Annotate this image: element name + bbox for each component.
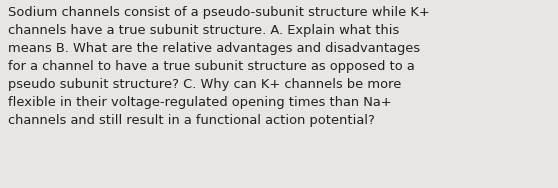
Text: Sodium channels consist of a pseudo-subunit structure while K+
channels have a t: Sodium channels consist of a pseudo-subu…	[8, 6, 430, 127]
